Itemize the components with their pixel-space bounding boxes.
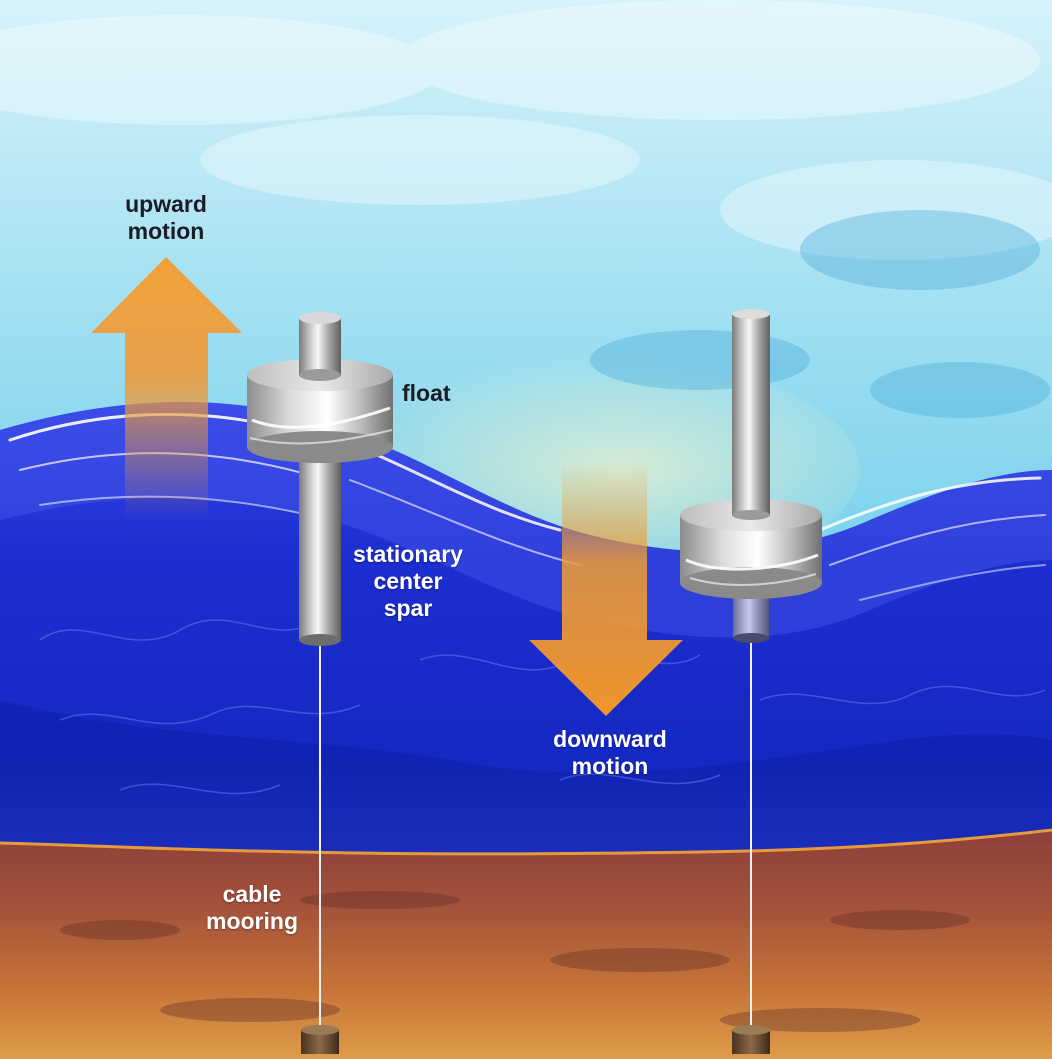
upward-motion-line1: upward	[125, 191, 207, 217]
cable-mooring-line2: mooring	[206, 908, 298, 934]
spar-label-line1: stationary	[353, 541, 463, 567]
upward-motion-line2: motion	[127, 218, 205, 244]
cable-mooring-label: cable mooring	[196, 881, 308, 935]
deep-water-band	[0, 700, 1052, 854]
downward-motion-line1: downward	[553, 726, 667, 752]
downward-arrow	[529, 460, 683, 716]
left-spar-upper	[299, 318, 341, 376]
float-label: float	[402, 380, 451, 406]
left-spar-lower	[299, 450, 341, 640]
spar-label: stationary center spar	[348, 541, 468, 622]
upward-arrow	[91, 257, 242, 520]
downward-motion-line2: motion	[571, 753, 649, 779]
right-spar-upper	[732, 314, 770, 516]
spar-label-line2: center	[373, 568, 443, 594]
right-buoy	[680, 309, 822, 1054]
downward-motion-label: downward motion	[530, 726, 690, 780]
seafloor	[0, 830, 1052, 1059]
upward-motion-label: upward motion	[96, 191, 236, 245]
cable-mooring-line1: cable	[222, 881, 282, 907]
spar-label-line3: spar	[383, 595, 433, 621]
clouds	[0, 0, 1052, 260]
left-buoy	[247, 312, 393, 1054]
seafloor-texture	[60, 891, 970, 1032]
seafloor-edge	[0, 828, 1052, 856]
